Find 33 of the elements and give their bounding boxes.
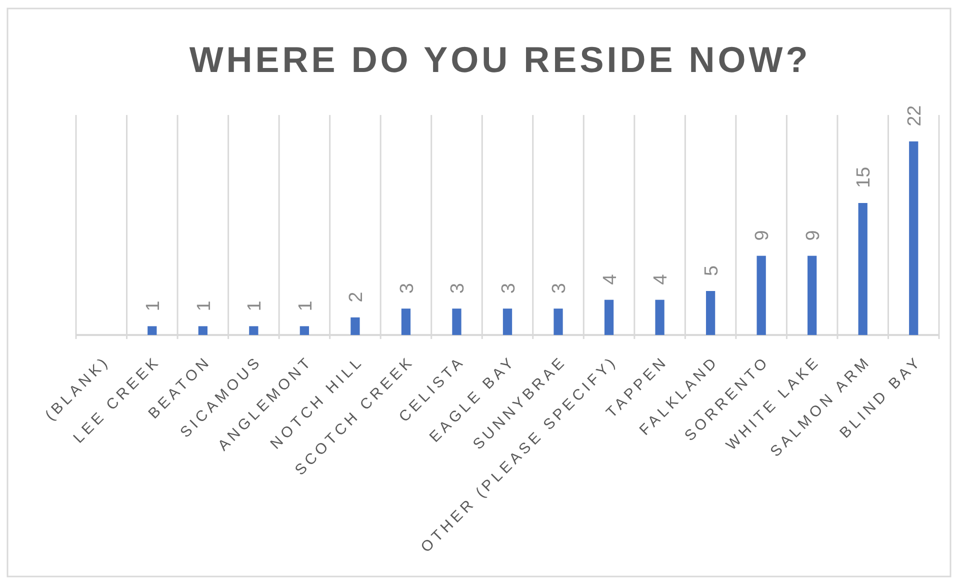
data-label: 3 — [549, 283, 570, 294]
bar — [502, 308, 512, 335]
data-label: 1 — [142, 300, 164, 312]
data-label: 3 — [396, 283, 418, 294]
bar — [909, 141, 918, 335]
data-label: 3 — [498, 283, 520, 294]
data-label: 9 — [752, 230, 774, 241]
data-label: 4 — [650, 274, 672, 285]
data-label: 5 — [701, 265, 722, 276]
bar — [401, 308, 411, 335]
bar — [808, 256, 817, 335]
data-label: 9 — [802, 230, 824, 241]
data-label: 1 — [244, 300, 266, 312]
data-label: 2 — [346, 292, 368, 302]
data-label: 1 — [194, 300, 215, 312]
bar — [554, 308, 563, 335]
data-label: 3 — [448, 283, 469, 294]
bar — [858, 203, 868, 335]
bar — [756, 256, 766, 335]
bar — [604, 300, 614, 335]
data-label: 22 — [904, 105, 926, 126]
bar — [148, 326, 157, 335]
bar — [706, 291, 716, 335]
bar — [452, 308, 462, 335]
data-label: 15 — [854, 166, 875, 188]
bar — [655, 300, 664, 335]
bar — [350, 317, 360, 335]
data-label: 4 — [600, 274, 621, 285]
chart-title: WHERE DO YOU RESIDE NOW? — [189, 39, 811, 80]
bar — [300, 326, 310, 335]
bar — [198, 326, 208, 335]
data-label: 1 — [295, 300, 316, 312]
bar — [249, 326, 258, 335]
